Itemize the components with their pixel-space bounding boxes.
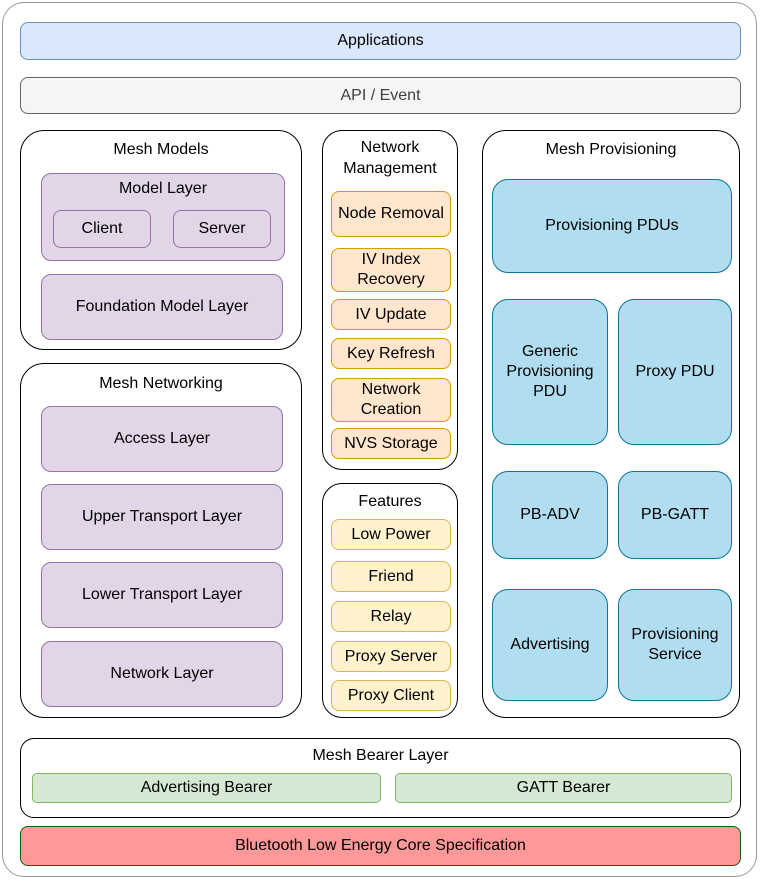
pb-adv-box: PB-ADV: [492, 471, 608, 559]
mesh-networking-title: Mesh Networking: [99, 375, 223, 392]
mesh-bearer-section: Mesh Bearer Layer Advertising Bearer GAT…: [20, 738, 741, 818]
access-layer-box: Access Layer: [41, 406, 283, 472]
key-refresh-box: Key Refresh: [331, 338, 451, 369]
node-removal-box: Node Removal: [331, 191, 451, 237]
mesh-provisioning-section: Mesh Provisioning Provisioning PDUs Gene…: [482, 130, 740, 718]
advertising-bearer-box: Advertising Bearer: [32, 773, 381, 803]
network-management-title: Network Management: [343, 139, 437, 177]
gatt-bearer-box: GATT Bearer: [395, 773, 732, 803]
iv-update-box: IV Update: [331, 299, 451, 330]
provisioning-pdus-box: Provisioning PDUs: [492, 179, 732, 273]
network-creation-box: Network Creation: [331, 378, 451, 422]
proxy-server-box: Proxy Server: [331, 641, 451, 672]
foundation-model-layer-box: Foundation Model Layer: [41, 274, 283, 340]
mesh-models-title: Mesh Models: [113, 141, 209, 158]
proxy-pdu-box: Proxy PDU: [618, 299, 732, 445]
network-layer-box: Network Layer: [41, 641, 283, 707]
pb-gatt-box: PB-GATT: [618, 471, 732, 559]
mesh-networking-section: Mesh Networking Access Layer Upper Trans…: [20, 363, 302, 718]
nvs-storage-box: NVS Storage: [331, 428, 451, 459]
applications-bar: Applications: [20, 22, 741, 60]
server-box: Server: [173, 210, 271, 248]
client-box: Client: [53, 210, 151, 248]
advertising-box: Advertising: [492, 589, 608, 701]
generic-provisioning-pdu-box: Generic Provisioning PDU: [492, 299, 608, 445]
ble-core-spec-bar: Bluetooth Low Energy Core Specification: [20, 826, 741, 866]
mesh-models-section: Mesh Models Model Layer Client Server Fo…: [20, 130, 302, 350]
features-section: Features Low Power Friend Relay Proxy Se…: [322, 483, 458, 718]
provisioning-service-box: Provisioning Service: [618, 589, 732, 701]
friend-box: Friend: [331, 561, 451, 592]
iv-index-recovery-box: IV Index Recovery: [331, 248, 451, 292]
mesh-bearer-title: Mesh Bearer Layer: [312, 747, 449, 764]
low-power-box: Low Power: [331, 519, 451, 550]
api-event-bar: API / Event: [20, 77, 741, 114]
model-layer-box: Model Layer Client Server: [41, 173, 285, 261]
relay-box: Relay: [331, 601, 451, 632]
lower-transport-layer-box: Lower Transport Layer: [41, 562, 283, 628]
proxy-client-box: Proxy Client: [331, 680, 451, 711]
upper-transport-layer-box: Upper Transport Layer: [41, 484, 283, 550]
model-layer-title: Model Layer: [118, 180, 208, 197]
network-management-section: Network Management Node Removal IV Index…: [322, 130, 458, 470]
mesh-provisioning-title: Mesh Provisioning: [545, 141, 677, 158]
features-title: Features: [358, 493, 422, 510]
